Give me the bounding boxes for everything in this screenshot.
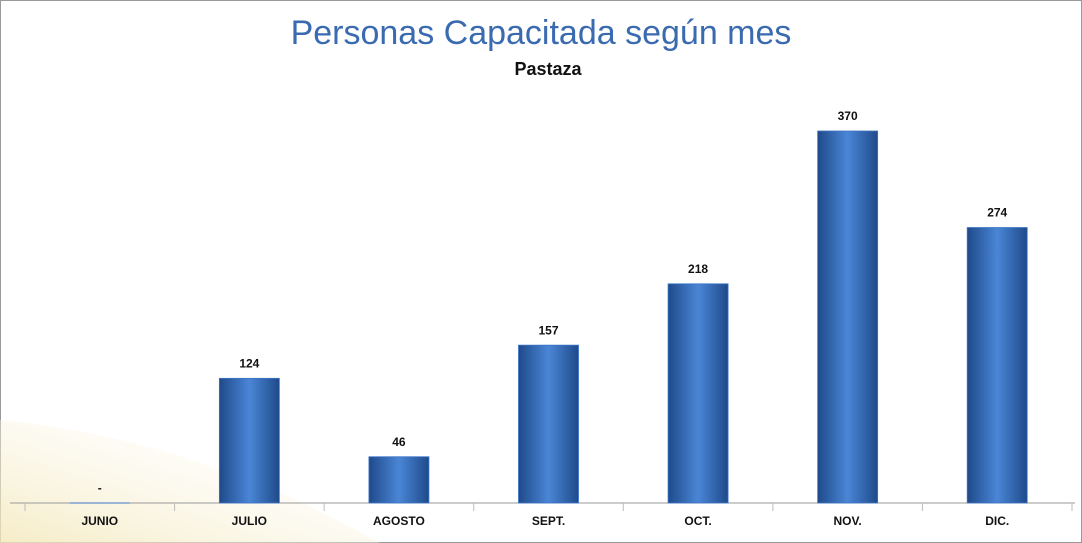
chart-subtitle: Pastaza xyxy=(514,59,582,79)
x-tick-label: DIC. xyxy=(985,514,1009,528)
bar xyxy=(368,456,430,504)
data-label: 370 xyxy=(838,109,858,123)
x-tick-label: SEPT. xyxy=(532,514,565,528)
data-label: 46 xyxy=(392,435,406,449)
data-label: 157 xyxy=(538,323,558,337)
bar xyxy=(817,130,879,504)
bar xyxy=(218,377,280,504)
data-label: 274 xyxy=(987,206,1007,220)
bar xyxy=(518,344,579,504)
bar xyxy=(966,227,1028,504)
background-decoration xyxy=(0,420,380,543)
data-label: - xyxy=(98,481,102,495)
x-tick-label: JUNIO xyxy=(81,514,118,528)
chart-title: Personas Capacitada según mes xyxy=(291,14,792,52)
x-tick-label: JULIO xyxy=(232,514,267,528)
data-label: 218 xyxy=(688,262,708,276)
bar xyxy=(667,283,729,504)
x-tick-label: OCT. xyxy=(684,514,711,528)
x-tick-label: NOV. xyxy=(834,514,862,528)
data-label: 124 xyxy=(239,357,259,371)
x-tick-label: AGOSTO xyxy=(373,514,425,528)
